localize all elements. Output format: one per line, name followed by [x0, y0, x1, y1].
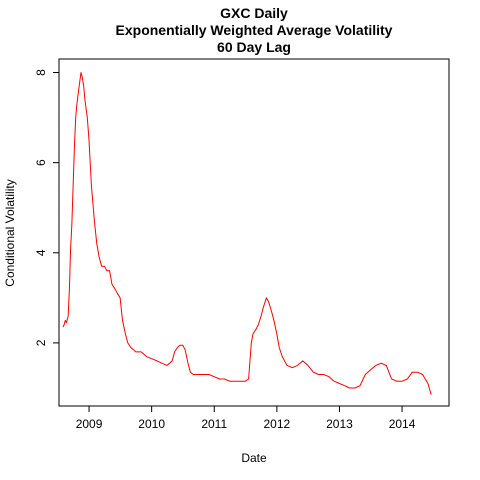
y-tick-label: 4: [34, 249, 48, 256]
series-layer: [62, 72, 432, 395]
x-axis: 2009 2010 2011 2012 2013 2014: [76, 405, 416, 431]
x-tick-label: 2014: [389, 417, 416, 431]
x-tick-label: 2009: [76, 417, 103, 431]
series-line-0: [62, 72, 432, 395]
y-axis-label: Conditional Volatility: [3, 179, 17, 286]
chart-title-line-2: Exponentially Weighted Average Volatilit…: [116, 22, 393, 38]
x-tick-label: 2012: [263, 417, 290, 431]
x-tick-label: 2013: [326, 417, 353, 431]
x-tick-label: 2010: [138, 417, 165, 431]
y-tick-label: 8: [34, 69, 48, 76]
y-tick-label: 6: [34, 159, 48, 166]
chart-title-line-1: GXC Daily: [220, 5, 288, 21]
y-axis: 2 4 6 8: [34, 69, 60, 346]
x-tick-label: 2011: [201, 417, 227, 431]
y-tick-label: 2: [34, 339, 48, 346]
x-axis-label: Date: [241, 451, 267, 465]
chart-title-line-3: 60 Day Lag: [217, 39, 291, 55]
